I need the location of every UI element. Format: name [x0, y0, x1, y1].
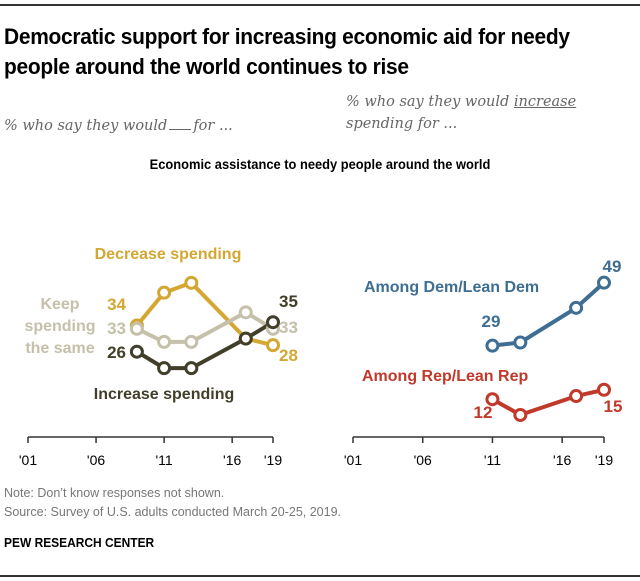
right-subtitle-suffix: spending for ...	[346, 116, 458, 132]
data-point-dem	[513, 335, 528, 350]
x-tick-label: '06	[87, 452, 105, 468]
x-tick-label: '11	[484, 452, 501, 468]
data-point-rep	[597, 382, 611, 397]
data-label-last-increase: 35	[279, 292, 298, 311]
x-tick-label: '01	[344, 452, 362, 468]
series-label-dem: Among Dem/Lean Dem	[364, 279, 539, 296]
right-subtitle-emphasis: increase	[513, 94, 577, 110]
series-label-decrease: Decrease spending	[95, 246, 242, 263]
left-subtitle-suffix: for ...	[193, 118, 233, 134]
x-tick-label: '19	[264, 452, 282, 468]
data-point-increase	[238, 331, 253, 346]
series-line-dem	[490, 280, 606, 348]
data-point-dem	[569, 300, 584, 315]
data-label-first-dem: 29	[482, 312, 501, 331]
x-tick-label: '19	[595, 452, 613, 468]
data-point-dem	[485, 338, 500, 353]
data-label-first-decrease: 34	[107, 295, 126, 314]
data-label-last-rep: 15	[604, 397, 623, 416]
data-point-increase	[184, 361, 199, 376]
data-point-increase	[157, 361, 172, 376]
right-subtitle-prefix: % who say they would	[346, 94, 510, 110]
series-label-keep: Keep	[40, 296, 79, 313]
x-tick-label: '16	[553, 452, 571, 468]
right-panel-subtitle: % who say they would increase spending fo…	[346, 91, 576, 135]
bottom-rule	[0, 575, 640, 577]
blank-underline	[169, 129, 192, 130]
data-point-keep	[129, 321, 144, 336]
data-label-last-keep: 33	[279, 318, 298, 337]
data-point-rep	[485, 392, 500, 407]
chart-headline: Democratic support for increasing econom…	[4, 24, 570, 79]
data-point-rep	[513, 407, 528, 422]
data-label-last-decrease: 28	[279, 346, 298, 365]
data-point-rep	[569, 389, 584, 404]
data-point-keep	[157, 334, 172, 349]
series-label-increase: Increase spending	[94, 386, 235, 403]
chart-title: Economic assistance to needy people arou…	[149, 156, 491, 172]
data-point-dem	[597, 275, 611, 290]
series-label-keep: the same	[25, 340, 94, 357]
data-point-keep	[184, 334, 199, 349]
data-label-first-rep: 12	[474, 403, 493, 422]
x-tick-label: '06	[414, 452, 432, 468]
data-point-decrease	[184, 275, 199, 290]
series-label-rep: Among Rep/Lean Rep	[362, 368, 528, 385]
data-point-keep	[238, 305, 253, 320]
data-point-decrease	[157, 285, 172, 300]
data-point-increase	[266, 315, 280, 330]
left-subtitle-prefix: % who say they would	[4, 118, 168, 134]
footnote: Note: Don’t know responses not shown.	[4, 486, 225, 500]
series-line-rep	[490, 387, 606, 417]
series-line-increase	[134, 320, 275, 371]
data-label-first-keep: 33	[107, 319, 126, 338]
data-point-decrease	[266, 338, 280, 353]
series-label-keep: spending	[24, 318, 95, 335]
data-label-first-increase: 26	[107, 343, 126, 362]
source-note: Source: Survey of U.S. adults conducted …	[4, 505, 341, 519]
x-tick-label: '11	[156, 452, 173, 468]
x-tick-label: '16	[223, 452, 241, 468]
data-point-increase	[129, 344, 144, 359]
brand-logo-text: PEW RESEARCH CENTER	[4, 535, 155, 550]
left-panel-subtitle: % who say they would for ...	[4, 115, 233, 137]
x-tick-label: '01	[19, 452, 37, 468]
data-label-last-dem: 49	[603, 257, 622, 276]
top-rule	[0, 4, 640, 6]
